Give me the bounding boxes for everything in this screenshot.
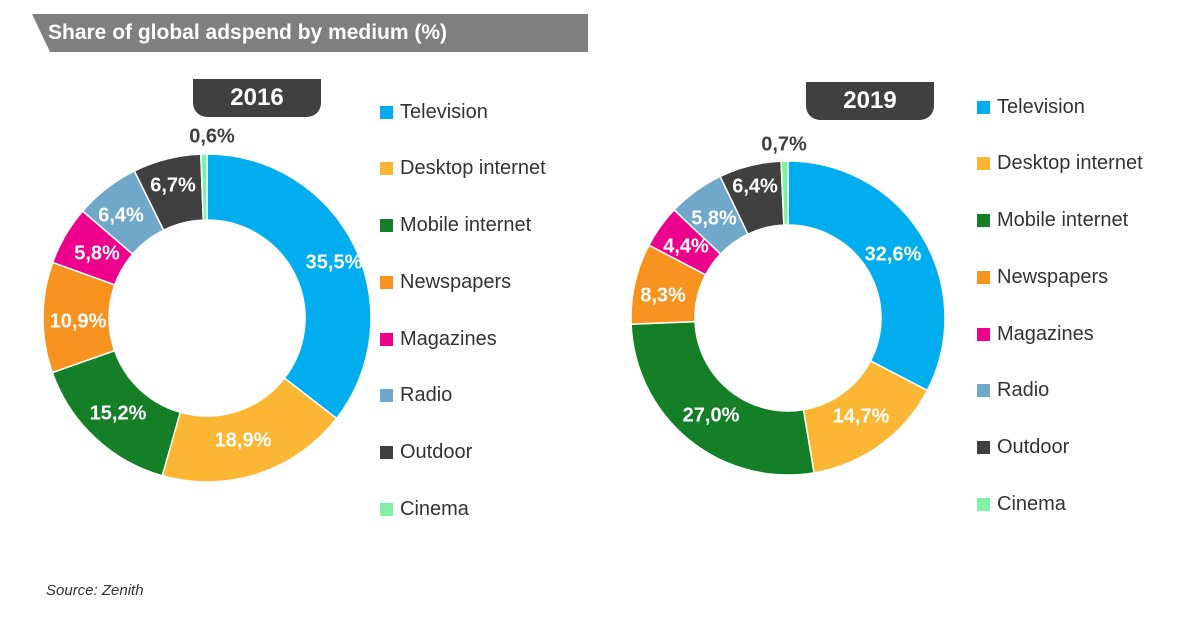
source-note: Source: Zenith xyxy=(46,582,144,599)
legend-item-mobile-internet: Mobile internet xyxy=(977,207,1143,235)
legend-swatch xyxy=(380,503,393,517)
legend-label: Outdoor xyxy=(400,441,473,464)
legend-label: Magazines xyxy=(997,322,1094,345)
data-label-2016-television: 35,5% xyxy=(306,251,363,273)
legend-label: Radio xyxy=(400,384,453,407)
legend-swatch xyxy=(380,389,393,403)
legend-item-mobile-internet: Mobile internet xyxy=(380,212,546,240)
legend-swatch xyxy=(380,162,393,176)
data-label-2019-radio: 5,8% xyxy=(691,207,737,229)
legend-swatch xyxy=(977,327,990,341)
data-label-2019-newspapers: 8,3% xyxy=(640,284,686,306)
legend-item-radio: Radio xyxy=(380,382,546,410)
legend-label: Newspapers xyxy=(997,265,1109,288)
year-tab-2016: 2016 xyxy=(193,79,321,117)
legend-item-television: Television xyxy=(380,98,546,126)
data-label-2019-cinema: 0,7% xyxy=(761,133,807,155)
legend-swatch xyxy=(380,219,393,233)
legend-label: Cinema xyxy=(400,498,469,521)
legend-2016: Television Desktop internet Mobile interne… xyxy=(380,98,546,552)
chart-title: Share of global adspend by medium (%) xyxy=(48,21,448,44)
legend-item-outdoor: Outdoor xyxy=(380,439,546,467)
legend-swatch xyxy=(380,105,393,119)
legend-label: Desktop internet xyxy=(997,152,1143,175)
legend-item-newspapers: Newspapers xyxy=(380,268,546,296)
data-label-2019-desktop-internet: 14,7% xyxy=(833,405,890,427)
legend-label: Mobile internet xyxy=(400,214,532,237)
legend-item-newspapers: Newspapers xyxy=(977,263,1143,291)
slice-2019-mobile-internet xyxy=(630,320,815,476)
data-label-2016-outdoor: 6,7% xyxy=(150,174,196,196)
legend-label: Outdoor xyxy=(997,436,1070,459)
legend-2019: Television Desktop internet Mobile interne… xyxy=(977,93,1143,547)
data-label-2016-radio: 6,4% xyxy=(98,204,144,226)
data-label-2019-outdoor: 6,4% xyxy=(732,175,778,197)
legend-item-television: Television xyxy=(977,93,1143,121)
legend-label: Desktop internet xyxy=(400,157,546,180)
legend-label: Television xyxy=(400,100,488,123)
legend-swatch xyxy=(380,275,393,289)
slice-2019-cinema xyxy=(780,160,789,226)
legend-swatch xyxy=(977,384,990,398)
legend-swatch xyxy=(977,157,990,171)
legend-item-desktop-internet: Desktop internet xyxy=(977,150,1143,178)
donut-2016: 35,5% 18,9% 15,2% 10,9% 5,8% 6,4% 6,7% 0,6% xyxy=(42,125,372,483)
data-label-2016-desktop-internet: 18,9% xyxy=(215,429,272,451)
legend-item-outdoor: Outdoor xyxy=(977,434,1143,462)
legend-item-magazines: Magazines xyxy=(977,320,1143,348)
title-banner xyxy=(32,14,588,52)
donut-2019: 32,6% 14,7% 27,0% 8,3% 4,4% 5,8% 6,4% 0,7% xyxy=(630,133,946,476)
legend-label: Television xyxy=(997,95,1085,118)
legend-item-magazines: Magazines xyxy=(380,325,546,353)
data-label-2016-newspapers: 10,9% xyxy=(50,310,107,332)
legend-swatch xyxy=(380,446,393,460)
legend-label: Newspapers xyxy=(400,270,512,293)
legend-swatch xyxy=(977,100,990,114)
legend-item-radio: Radio xyxy=(977,377,1143,405)
slice-2016-television xyxy=(206,153,372,420)
legend-item-desktop-internet: Desktop internet xyxy=(380,155,546,183)
legend-swatch xyxy=(977,441,990,455)
data-label-2016-magazines: 5,8% xyxy=(74,242,120,264)
slice-2016-cinema xyxy=(200,153,208,221)
legend-swatch xyxy=(977,214,990,228)
legend-label: Cinema xyxy=(997,493,1066,516)
legend-swatch xyxy=(380,332,393,346)
data-label-2019-magazines: 4,4% xyxy=(663,235,709,257)
data-label-2016-cinema: 0,6% xyxy=(189,125,235,147)
legend-label: Radio xyxy=(997,379,1050,402)
legend-swatch xyxy=(977,498,990,512)
legend-label: Magazines xyxy=(400,327,497,350)
data-label-2019-mobile-internet: 27,0% xyxy=(683,404,740,426)
data-label-2016-mobile-internet: 15,2% xyxy=(90,402,147,424)
data-label-2019-television: 32,6% xyxy=(865,243,922,265)
legend-label: Mobile internet xyxy=(997,209,1129,232)
legend-item-cinema: Cinema xyxy=(977,491,1143,519)
legend-swatch xyxy=(977,270,990,284)
legend-item-cinema: Cinema xyxy=(380,496,546,524)
year-tab-2019: 2019 xyxy=(806,82,934,120)
slice-2019-television xyxy=(787,160,946,392)
